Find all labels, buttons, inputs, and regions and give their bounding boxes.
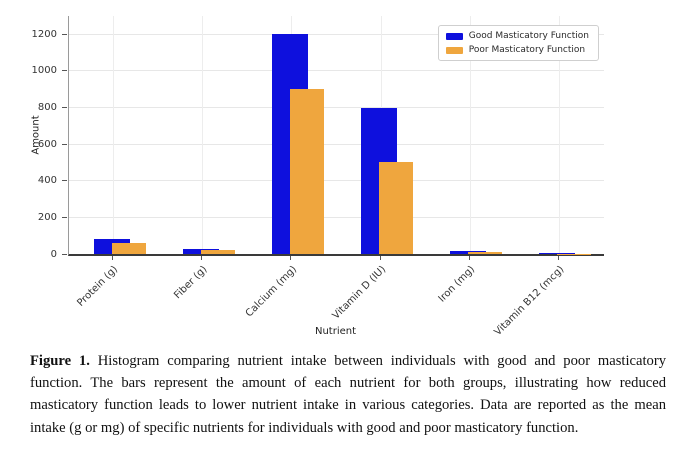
x-tick-mark <box>201 256 203 260</box>
y-gridline <box>69 70 604 72</box>
y-tick-label: 0 <box>50 248 57 260</box>
x-tick-mark <box>112 256 114 260</box>
y-gridline <box>69 33 604 35</box>
x-tick-mark <box>290 256 292 260</box>
x-tick-mark <box>468 256 470 260</box>
y-tick-label: 1200 <box>31 28 57 40</box>
y-tick-mark <box>62 70 67 72</box>
plot-area: Good Masticatory Function Poor Masticato… <box>68 16 604 256</box>
legend-item-poor: Poor Masticatory Function <box>445 45 589 55</box>
y-tick-mark <box>62 33 67 35</box>
x-tick-label: Vitamin D (IU) <box>330 264 388 322</box>
legend: Good Masticatory Function Poor Masticato… <box>437 25 599 61</box>
figure-caption: Figure 1. Histogram comparing nutrient i… <box>30 350 666 439</box>
y-tick-label: 400 <box>37 175 57 187</box>
bar-good-5 <box>539 253 576 254</box>
y-gridline <box>69 143 604 145</box>
y-gridline <box>69 180 604 182</box>
x-gridline <box>113 16 115 254</box>
y-axis: 0 200 400 600 800 1000 1200 <box>0 16 68 260</box>
x-tick-mark <box>379 256 381 260</box>
y-tick-mark <box>62 253 67 255</box>
legend-label-good: Good Masticatory Function <box>468 31 589 41</box>
bar-poor-3 <box>379 162 414 254</box>
x-tick-label: Calcium (mg) <box>243 264 299 320</box>
caption-text: Histogram comparing nutrient intake betw… <box>30 353 666 436</box>
y-tick-mark <box>62 216 67 218</box>
y-tick-label: 1000 <box>31 65 57 77</box>
legend-label-poor: Poor Masticatory Function <box>468 45 586 55</box>
x-gridline <box>202 16 204 254</box>
y-tick-label: 200 <box>37 211 57 223</box>
caption-label: Figure 1. <box>30 353 90 369</box>
y-gridline <box>69 216 604 218</box>
y-tick-mark <box>62 180 67 182</box>
legend-swatch-good-icon <box>445 32 463 40</box>
bar-poor-0 <box>111 243 146 254</box>
y-tick-label: 600 <box>37 138 57 150</box>
x-gridline <box>469 16 471 254</box>
x-tick-label: Protein (g) <box>75 264 121 309</box>
bar-poor-1 <box>200 250 235 254</box>
x-tick-mark <box>557 256 559 260</box>
x-gridline <box>558 16 560 254</box>
x-axis-title: Nutrient <box>314 326 357 337</box>
y-tick-label: 800 <box>37 102 57 114</box>
bar-poor-4 <box>468 252 503 254</box>
y-tick-mark <box>62 107 67 109</box>
nutrient-bar-chart: Amount 0 200 400 600 800 1000 1200 Good Mastic… <box>0 16 604 341</box>
x-tick-label: Fiber (g) <box>172 264 210 302</box>
bar-poor-2 <box>289 89 324 254</box>
legend-swatch-poor-icon <box>445 46 463 54</box>
y-gridline <box>69 107 604 109</box>
x-axis: Protein (g) Fiber (g) Calcium (mg) Vitamin … <box>68 256 603 341</box>
y-tick-mark <box>62 143 67 145</box>
x-tick-label: Iron (mg) <box>436 264 478 305</box>
legend-item-good: Good Masticatory Function <box>445 31 589 41</box>
